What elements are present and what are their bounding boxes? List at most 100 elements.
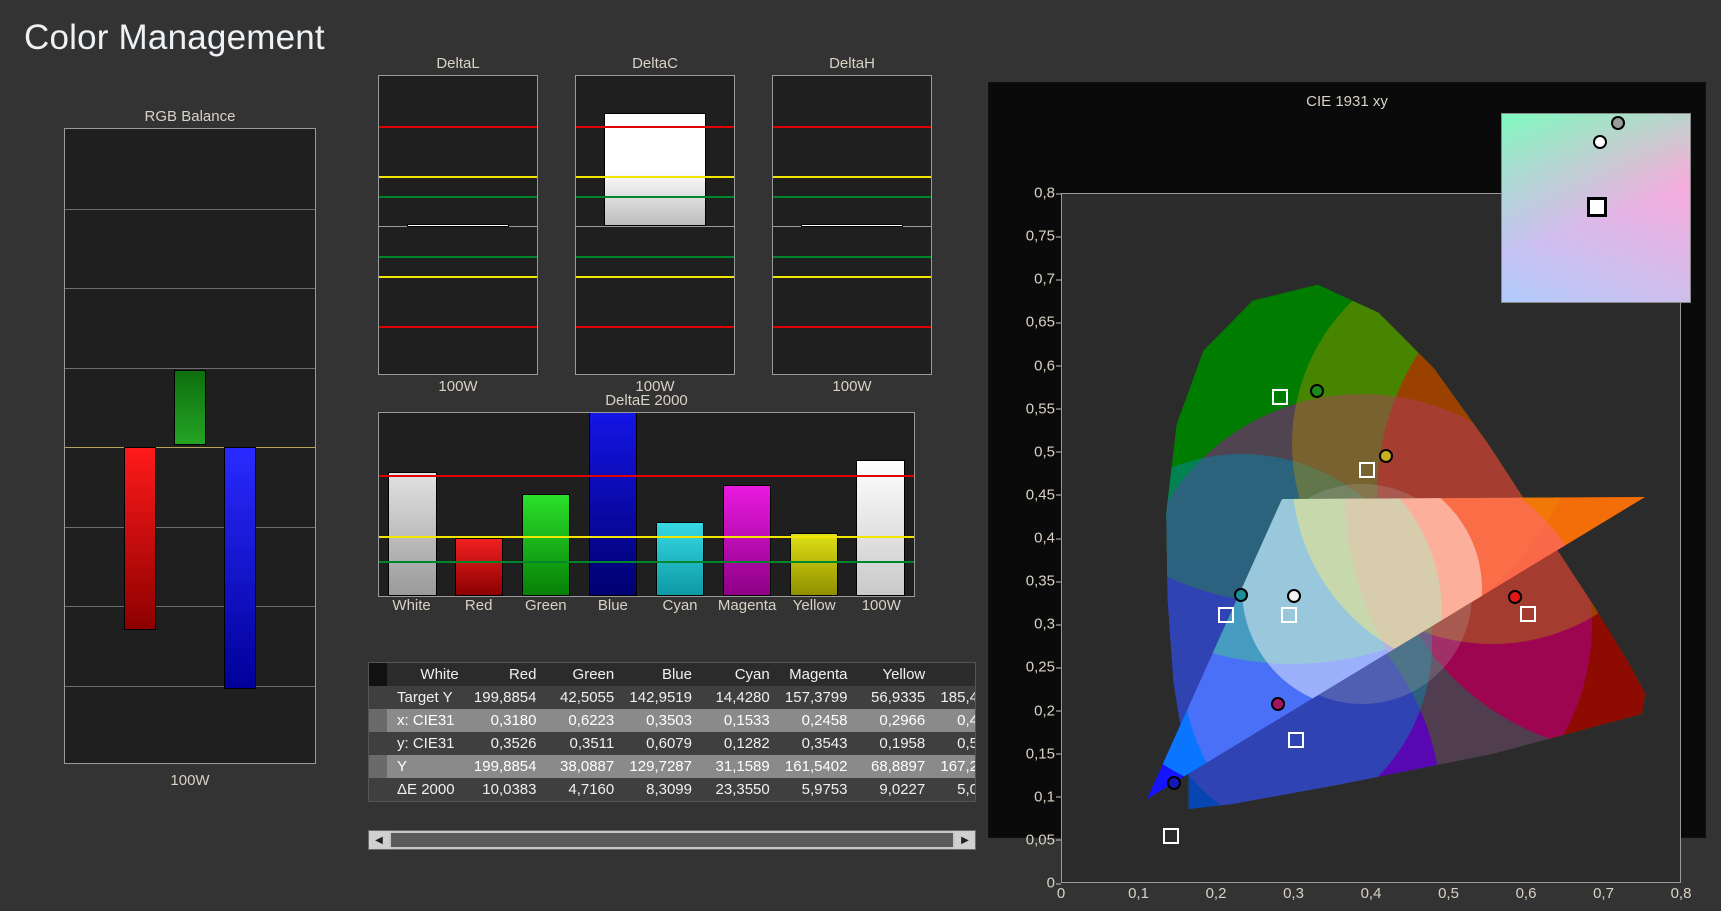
delta-e-bar-white xyxy=(388,472,437,596)
cie-measured-marker-green xyxy=(1310,384,1324,398)
delta-e-xtick-red: Red xyxy=(464,597,493,614)
table-cell: 0,1533 xyxy=(698,709,776,732)
delta-e-ytick-3: 0 xyxy=(378,590,379,597)
rgb-balance-ytick-3: 5 xyxy=(64,360,65,376)
delta-e-bar-magenta xyxy=(722,484,771,596)
cie-ytick-7: 0,45 xyxy=(1025,486,1062,504)
rgb-balance-ytick-2: 10 xyxy=(64,280,65,296)
table-col-red: Red xyxy=(464,663,543,686)
delta-l-xlabel: 100W xyxy=(438,378,478,395)
cie-measured-marker-magenta xyxy=(1271,697,1285,711)
cie-ytick-3: 0,65 xyxy=(1025,313,1062,331)
delta-c-ytick-2: 5 xyxy=(575,168,576,184)
cie-1931-panel: CIE 1931 xy 0,8 0,75 0,7 0,65 0,6 0,55 0,5 0,45… xyxy=(988,82,1706,902)
delta-e-bar-100w xyxy=(856,460,905,596)
cie-target-marker-yellow xyxy=(1359,462,1375,478)
delta-h-plot-area: 15 10 5 0 -5 -10 -15 xyxy=(772,75,932,375)
scroll-right-arrow-icon[interactable]: ▶ xyxy=(955,831,975,849)
table-row: ΔE 2000 10,0383 4,7160 8,3099 23,3550 5,… xyxy=(369,778,975,801)
delta-h-ytick-0: 15 xyxy=(772,75,773,84)
delta-h-title: DeltaH xyxy=(829,55,875,72)
table-cell: 185,4574 xyxy=(931,686,975,709)
table-col-green: Green xyxy=(542,663,621,686)
cie-target-marker-white xyxy=(1281,607,1297,623)
table-cell: 0,3511 xyxy=(542,732,621,755)
cie-ytick-4: 0,6 xyxy=(1034,357,1061,374)
table-horizontal-scrollbar[interactable]: ◀ ▶ xyxy=(368,830,976,850)
delta-l-ytick-2: 5 xyxy=(378,168,379,184)
cie-xtick-0: 0 xyxy=(1056,885,1066,902)
cie-ytick-0: 0,8 xyxy=(1034,184,1061,202)
table-cell: 4,7160 xyxy=(542,778,621,801)
rgb-balance-ytick-8: -20 xyxy=(64,757,65,764)
delta-l-ytick-1: 10 xyxy=(378,118,379,134)
cie-measured-marker-yellow xyxy=(1379,449,1393,463)
cie-target-marker-magenta xyxy=(1288,732,1304,748)
table-corner-cell xyxy=(369,663,387,686)
scrollbar-thumb[interactable] xyxy=(391,833,953,847)
delta-e-xtick-100w: 100W xyxy=(861,597,901,614)
cie-zoom-inset[interactable] xyxy=(1501,113,1691,303)
measurement-table-grid: White Red Green Blue Cyan Magenta Yellow… xyxy=(369,663,975,801)
cie-plot-area[interactable] xyxy=(1061,193,1681,883)
table-col-blue: Blue xyxy=(620,663,698,686)
delta-l-ytick-3: 0 xyxy=(378,218,379,234)
delta-h-chart: DeltaH 15 10 5 0 -5 -10 -15 100W xyxy=(772,55,932,395)
scroll-left-arrow-icon[interactable]: ◀ xyxy=(369,831,389,849)
cie-ytick-9: 0,35 xyxy=(1025,572,1062,590)
cie-ytick-5: 0,55 xyxy=(1025,400,1062,418)
rgb-balance-ytick-6: -10 xyxy=(65,606,66,607)
cie-ytick-11: 0,25 xyxy=(1025,658,1062,676)
rgb-balance-xlabel: 100W xyxy=(170,772,210,789)
table-row: y: CIE31 0,3526 0,3511 0,6079 0,1282 0,3… xyxy=(369,732,975,755)
cie-ytick-8: 0,4 xyxy=(1034,529,1061,547)
table-cell: 0,3503 xyxy=(620,709,698,732)
delta-e-yellow-limit xyxy=(379,536,914,539)
table-cell: 129,7287 xyxy=(620,755,698,778)
cie-ytick-1: 0,75 xyxy=(1025,227,1062,245)
table-cell: 0,6079 xyxy=(620,732,698,755)
table-rowlabel-target-y: Target Y xyxy=(387,686,465,709)
table-cell: 0,4438 xyxy=(931,709,975,732)
cie-gamut-svg xyxy=(1147,284,1646,810)
rgb-balance-ytick-5: -5 xyxy=(65,526,66,528)
table-cell: 0,6223 xyxy=(542,709,621,732)
table-cell: 9,0227 xyxy=(853,778,932,801)
delta-e-ytick-0: 15 xyxy=(378,412,379,421)
table-rowlabel-x-cie31: x: CIE31 xyxy=(387,709,465,732)
delta-e-bar-red xyxy=(455,537,504,596)
delta-l-bar xyxy=(407,224,509,227)
delta-e-ytick-1: 10 xyxy=(378,467,379,483)
table-cell: 38,0887 xyxy=(542,755,621,778)
table-cell: 0,1958 xyxy=(853,732,932,755)
cie-measured-marker-red xyxy=(1508,590,1522,604)
cie-ytick-13: 0,15 xyxy=(1025,745,1062,763)
delta-l-ytick-5: -10 xyxy=(379,326,380,327)
table-cell: 167,2262 xyxy=(931,755,975,778)
rgb-balance-ytick-4: 0 xyxy=(64,439,65,455)
measurement-table[interactable]: White Red Green Blue Cyan Magenta Yellow… xyxy=(368,662,976,802)
cie-target-marker-blue xyxy=(1163,828,1179,844)
rgb-balance-ytick-7: -15 xyxy=(65,685,66,687)
delta-e-bar-yellow xyxy=(789,533,838,596)
delta-e-plot-area: 15 10 5 0 xyxy=(378,412,915,597)
delta-c-xlabel: 100W xyxy=(635,378,675,395)
delta-c-ytick-6: -15 xyxy=(575,368,576,375)
delta-h-ytick-5: -10 xyxy=(773,326,774,327)
table-col-cyan: Cyan xyxy=(698,663,776,686)
cie-xtick-7: 0,7 xyxy=(1593,885,1614,902)
rgb-balance-ytick-0: 20 xyxy=(64,128,65,137)
cie-yaxis: 0,8 0,75 0,7 0,65 0,6 0,55 0,5 0,45 0,4 0,35 0,3 0,… xyxy=(989,185,1062,892)
cie-target-marker-green xyxy=(1272,389,1288,405)
cie-ytick-15: 0,05 xyxy=(1025,831,1062,849)
rgb-balance-plot-area: 20 15 10 5 0 -5 -10 -15 -20 xyxy=(64,128,316,764)
cie-inset-measured-marker-gray xyxy=(1611,116,1625,130)
table-cell: 68,8897 xyxy=(853,755,932,778)
table-col-white: White xyxy=(387,663,465,686)
cie-xtick-1: 0,1 xyxy=(1128,885,1149,902)
rgb-bar-green xyxy=(174,370,206,445)
table-rowlabel-y-cie31: y: CIE31 xyxy=(387,732,465,755)
delta-c-ytick-0: 15 xyxy=(575,75,576,84)
table-cell: 0,3180 xyxy=(464,709,543,732)
rgb-bar-green-col xyxy=(165,129,215,763)
